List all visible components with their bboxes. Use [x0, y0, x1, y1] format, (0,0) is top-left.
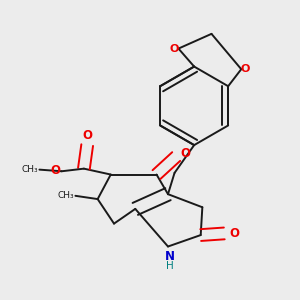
Text: N: N: [165, 250, 175, 263]
Text: H: H: [166, 261, 173, 271]
Text: CH₃: CH₃: [21, 165, 38, 174]
Text: O: O: [170, 44, 179, 54]
Text: O: O: [180, 147, 190, 160]
Text: CH₃: CH₃: [58, 190, 75, 200]
Text: O: O: [229, 227, 239, 240]
Text: O: O: [50, 164, 60, 177]
Text: O: O: [83, 129, 93, 142]
Text: O: O: [241, 64, 250, 74]
